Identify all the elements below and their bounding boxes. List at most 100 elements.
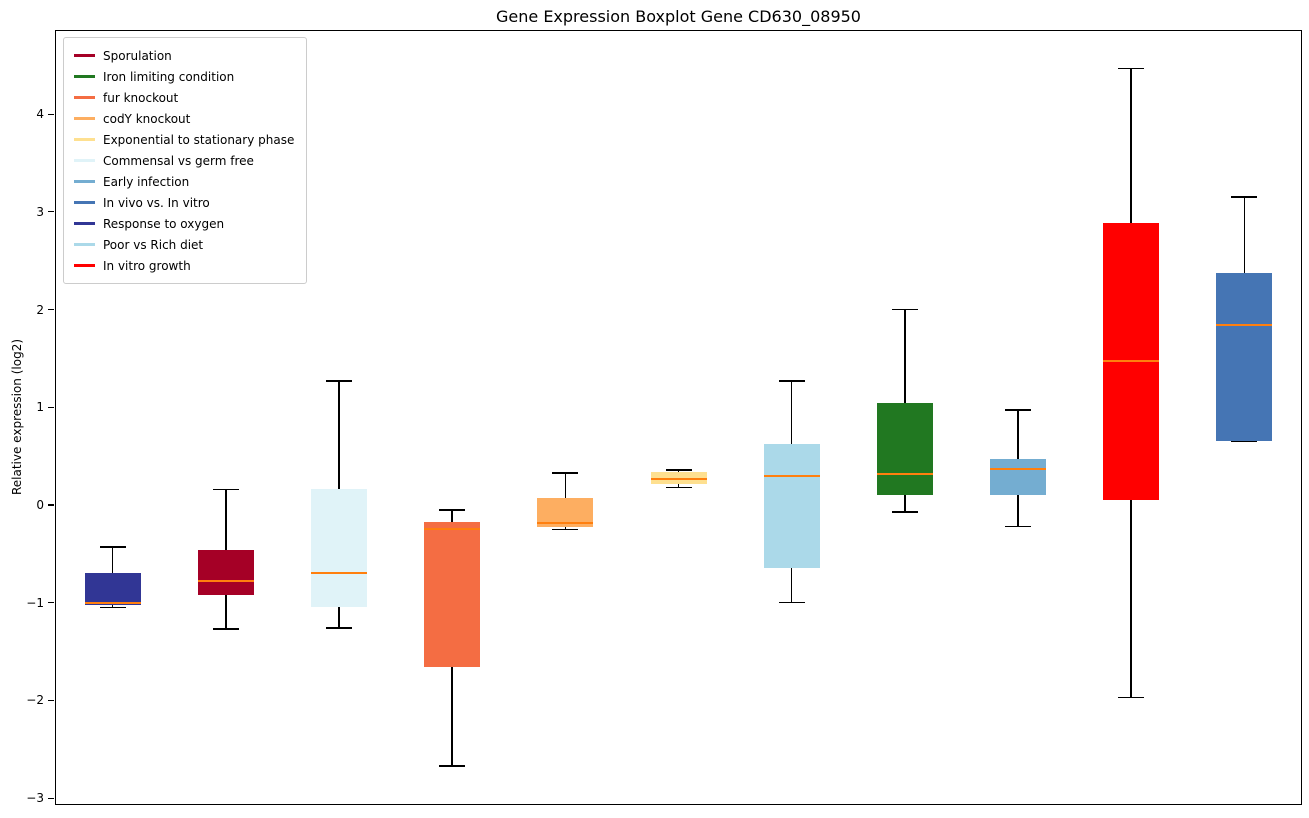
upper-whisker-in-vitro-growth [1130, 68, 1132, 223]
legend-item-fur-knockout: fur knockout [74, 87, 294, 108]
lower-whisker-cody-knockout [564, 527, 567, 530]
legend-label-early-infection: Early infection [103, 174, 190, 189]
upper-cap-response-to-oxygen [99, 546, 126, 548]
legend-swatch-in-vitro-growth [74, 264, 95, 267]
upper-cap-cody-knockout [552, 472, 579, 474]
lower-cap-response-to-oxygen [99, 606, 126, 609]
upper-cap-poor-vs-rich-diet [778, 380, 805, 382]
upper-cap-in-vitro-growth [1118, 67, 1145, 70]
legend-label-response-to-oxygen: Response to oxygen [103, 216, 225, 231]
legend-item-early-infection: Early infection [74, 171, 294, 192]
median-sporulation [197, 580, 254, 583]
lower-whisker-iron-limiting-condition [904, 495, 906, 512]
median-commensal-vs-germ-free [310, 572, 367, 575]
y-tick-mark [48, 406, 54, 408]
y-tick-mark [48, 504, 54, 506]
legend-label-in-vitro-growth: In vitro growth [103, 258, 191, 273]
legend-swatch-iron-limiting-condition [74, 75, 95, 78]
legend-swatch-response-to-oxygen [74, 222, 95, 225]
lower-whisker-exponential-to-stationary-phase [677, 483, 680, 488]
median-exponential-to-stationary-phase [650, 477, 707, 480]
upper-cap-commensal-vs-germ-free [325, 380, 352, 382]
y-tick-label: −2 [26, 693, 44, 708]
legend-label-commensal-vs-germ-free: Commensal vs germ free [103, 153, 254, 168]
lower-whisker-in-vitro-growth [1130, 500, 1132, 698]
upper-whisker-response-to-oxygen [111, 547, 114, 574]
box-commensal-vs-germ-free [310, 489, 367, 607]
y-tick-mark [48, 602, 54, 604]
lower-whisker-fur-knockout [451, 667, 453, 766]
lower-whisker-response-to-oxygen [111, 604, 114, 608]
lower-cap-fur-knockout [439, 765, 466, 767]
upper-cap-exponential-to-stationary-phase [665, 469, 692, 471]
lower-cap-early-infection [1005, 525, 1032, 528]
upper-whisker-cody-knockout [564, 472, 567, 499]
legend-label-in-vivo-vs-in-vitro: In vivo vs. In vitro [103, 195, 210, 210]
upper-cap-in-vivo-vs-in-vitro [1231, 196, 1258, 198]
lower-cap-sporulation [212, 628, 239, 630]
legend-item-in-vitro-growth: In vitro growth [74, 255, 294, 276]
legend-label-sporulation: Sporulation [103, 48, 172, 63]
upper-whisker-fur-knockout [451, 509, 453, 522]
lower-cap-commensal-vs-germ-free [325, 627, 352, 629]
legend-item-commensal-vs-germ-free: Commensal vs germ free [74, 150, 294, 171]
legend-label-cody-knockout: codY knockout [103, 111, 191, 126]
median-iron-limiting-condition [876, 472, 933, 475]
upper-whisker-poor-vs-rich-diet [790, 380, 793, 445]
median-early-infection [990, 467, 1047, 470]
legend-swatch-sporulation [74, 54, 95, 57]
y-tick-mark [48, 113, 54, 115]
plot-area: Sporulation Iron limiting condition fur kn… [55, 30, 1302, 805]
legend-swatch-cody-knockout [74, 117, 95, 120]
median-fur-knockout [424, 528, 481, 531]
legend-label-poor-vs-rich-diet: Poor vs Rich diet [103, 237, 204, 252]
y-tick-label: 0 [36, 498, 44, 512]
median-response-to-oxygen [84, 601, 141, 604]
legend-item-response-to-oxygen: Response to oxygen [74, 213, 294, 234]
upper-whisker-exponential-to-stationary-phase [677, 469, 680, 472]
box-poor-vs-rich-diet [763, 444, 820, 568]
y-tick-label: 4 [36, 107, 44, 122]
y-axis-label: Relative expression (log2) [10, 338, 24, 496]
y-tick-label: 3 [36, 204, 44, 219]
chart-title: Gene Expression Boxplot Gene CD630_08950 [496, 7, 861, 26]
median-in-vivo-vs-in-vitro [1216, 324, 1273, 327]
box-in-vivo-vs-in-vitro [1216, 273, 1273, 442]
upper-cap-iron-limiting-condition [891, 308, 918, 311]
lower-whisker-sporulation [225, 594, 227, 630]
legend-label-fur-knockout: fur knockout [103, 90, 179, 105]
legend-swatch-early-infection [74, 180, 95, 183]
legend-swatch-in-vivo-vs-in-vitro [74, 201, 95, 204]
upper-cap-fur-knockout [439, 509, 466, 511]
legend-swatch-fur-knockout [74, 96, 95, 99]
median-in-vitro-growth [1103, 360, 1160, 363]
legend-swatch-poor-vs-rich-diet [74, 243, 95, 246]
lower-cap-in-vivo-vs-in-vitro [1231, 440, 1258, 443]
legend-item-in-vivo-vs-in-vitro: In vivo vs. In vitro [74, 192, 294, 213]
lower-cap-poor-vs-rich-diet [778, 601, 805, 604]
upper-whisker-early-infection [1017, 410, 1019, 460]
legend: Sporulation Iron limiting condition fur kn… [63, 37, 308, 284]
legend-swatch-exponential-to-stationary-phase [74, 138, 95, 141]
y-tick-label: −1 [26, 595, 44, 610]
lower-cap-iron-limiting-condition [891, 511, 918, 513]
legend-label-exponential-to-stationary-phase: Exponential to stationary phase [103, 132, 295, 147]
box-sporulation [197, 549, 254, 595]
y-tick-mark [48, 309, 54, 311]
lower-whisker-poor-vs-rich-diet [790, 567, 793, 603]
box-iron-limiting-condition [876, 403, 933, 496]
y-tick-mark [48, 797, 54, 799]
upper-cap-sporulation [212, 488, 239, 491]
legend-item-iron-limiting-condition: Iron limiting condition [74, 66, 294, 87]
lower-whisker-early-infection [1017, 495, 1019, 527]
y-tick-label: 2 [36, 302, 44, 317]
legend-item-poor-vs-rich-diet: Poor vs Rich diet [74, 234, 294, 255]
upper-whisker-sporulation [225, 489, 227, 550]
lower-cap-exponential-to-stationary-phase [665, 486, 692, 489]
upper-whisker-iron-limiting-condition [904, 309, 906, 404]
legend-item-sporulation: Sporulation [74, 45, 294, 66]
legend-swatch-commensal-vs-germ-free [74, 159, 95, 162]
legend-item-exponential-to-stationary-phase: Exponential to stationary phase [74, 129, 294, 150]
upper-cap-early-infection [1005, 409, 1032, 411]
